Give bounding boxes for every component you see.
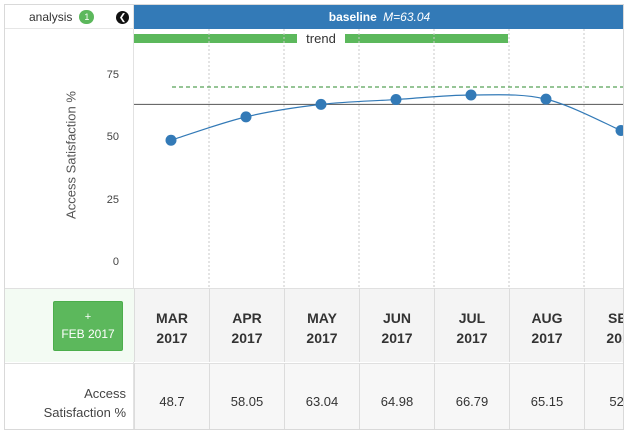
data-point bbox=[540, 93, 552, 105]
year-label: 2017 bbox=[531, 330, 563, 346]
trend-label: trend bbox=[306, 31, 336, 46]
y-tick-label: 75 bbox=[106, 68, 119, 81]
year-label: 2017 bbox=[381, 330, 413, 346]
chevron-left-icon[interactable]: ❮ bbox=[116, 11, 129, 24]
row-label: Access Satisfaction % bbox=[5, 363, 134, 429]
year-label: 2017 bbox=[231, 330, 263, 346]
value-cell[interactable]: 58.05 bbox=[209, 363, 284, 429]
app-frame: analysis 1 ❮ Access Satisfaction % 0 25 50… bbox=[4, 4, 624, 430]
value-cell[interactable]: 63.04 bbox=[284, 363, 359, 429]
value-cell[interactable]: 52.6 bbox=[584, 363, 623, 429]
add-period-button[interactable]: + FEB 2017 bbox=[53, 301, 123, 351]
month-header-cell[interactable]: MAR 2017 bbox=[134, 288, 209, 362]
year-label: 2017 bbox=[156, 330, 188, 346]
month-header-cell[interactable]: AUG 2017 bbox=[509, 288, 584, 362]
month-header-cell[interactable]: SEP 2017 bbox=[584, 288, 623, 362]
data-point bbox=[240, 111, 252, 123]
month-header-cell[interactable]: JUL 2017 bbox=[434, 288, 509, 362]
year-label: 2017 bbox=[456, 330, 488, 346]
line-chart bbox=[134, 29, 623, 288]
month-label: AUG bbox=[531, 310, 563, 326]
analysis-label: analysis bbox=[29, 9, 73, 24]
month-label: APR bbox=[232, 310, 262, 326]
month-header-cell[interactable]: JUN 2017 bbox=[359, 288, 434, 362]
row-label-line-2: Satisfaction % bbox=[43, 405, 126, 420]
month-label: SEP bbox=[607, 310, 623, 326]
month-label: JUN bbox=[382, 310, 411, 326]
add-period-cell: + FEB 2017 bbox=[5, 288, 134, 362]
data-point bbox=[165, 134, 177, 146]
analysis-bar[interactable]: analysis 1 ❮ bbox=[5, 5, 134, 29]
left-panel: analysis 1 ❮ Access Satisfaction % 0 25 50… bbox=[5, 5, 134, 429]
baseline-label: baseline bbox=[328, 10, 377, 24]
data-point bbox=[465, 89, 477, 101]
y-tick-label: 50 bbox=[106, 131, 119, 143]
month-header-cell[interactable]: APR 2017 bbox=[209, 288, 284, 362]
y-tick-label: 0 bbox=[112, 256, 119, 268]
y-axis-label: Access Satisfaction % bbox=[63, 91, 79, 219]
data-point bbox=[390, 94, 402, 106]
y-tick-label: 25 bbox=[106, 193, 119, 206]
value-cell[interactable]: 65.15 bbox=[509, 363, 584, 429]
baseline-header[interactable]: baseline M=63.04 bbox=[134, 5, 623, 29]
value-cell[interactable]: 64.98 bbox=[359, 363, 434, 429]
trend-bar-right[interactable] bbox=[345, 34, 508, 43]
trend-bar-left[interactable] bbox=[134, 34, 297, 43]
analysis-count-badge: 1 bbox=[79, 9, 95, 24]
plus-icon: + bbox=[84, 311, 92, 323]
value-cell[interactable]: 66.79 bbox=[434, 363, 509, 429]
row-label-line-1: Access bbox=[84, 386, 126, 401]
month-label: JUL bbox=[458, 310, 486, 326]
baseline-mean: M=63.04 bbox=[383, 10, 431, 24]
data-point bbox=[315, 98, 327, 110]
add-period-label: FEB 2017 bbox=[61, 327, 115, 341]
month-label: MAR bbox=[156, 310, 188, 326]
year-label: 2017 bbox=[606, 330, 623, 346]
data-point bbox=[615, 125, 623, 136]
month-label: MAY bbox=[307, 310, 337, 326]
month-header-cell[interactable]: MAY 2017 bbox=[284, 288, 359, 362]
value-cell[interactable]: 48.7 bbox=[134, 363, 209, 429]
main-area: baseline M=63.04 trend MAR 2017 48.7 APR 201… bbox=[134, 5, 623, 429]
year-label: 2017 bbox=[306, 330, 338, 346]
